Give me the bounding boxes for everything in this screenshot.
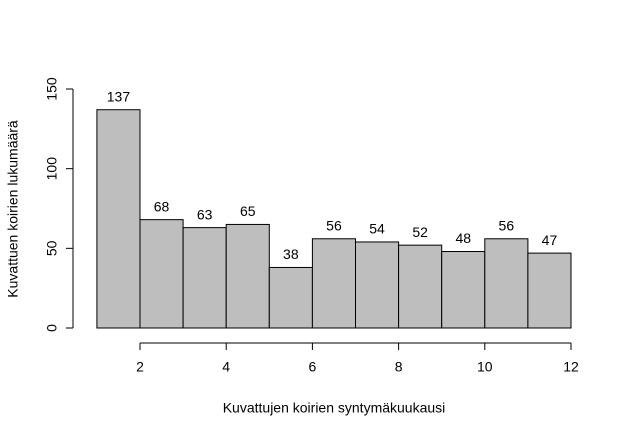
bar xyxy=(484,238,529,329)
data-label: 63 xyxy=(197,206,213,222)
bar xyxy=(139,219,184,329)
bar xyxy=(96,109,141,329)
y-tick-label: 50 xyxy=(44,240,60,256)
data-label: 137 xyxy=(107,88,131,104)
y-tick-label: 0 xyxy=(44,324,60,332)
x-tick-label: 6 xyxy=(309,359,317,375)
bar xyxy=(225,223,270,329)
data-label: 47 xyxy=(542,232,558,248)
y-tick-label: 150 xyxy=(44,77,60,101)
x-tick-label: 4 xyxy=(222,359,230,375)
bar xyxy=(398,244,443,329)
data-label: 52 xyxy=(412,224,428,240)
x-axis-label: Kuvattujen koirien syntymäkuukausi xyxy=(223,400,446,416)
data-label: 48 xyxy=(455,230,471,246)
y-tick-label: 100 xyxy=(44,157,60,181)
x-tick-label: 8 xyxy=(395,359,403,375)
bar xyxy=(268,266,313,329)
data-label: 56 xyxy=(499,217,515,233)
x-tick-label: 10 xyxy=(477,359,493,375)
data-label: 56 xyxy=(326,217,342,233)
bar xyxy=(527,252,572,329)
data-label: 65 xyxy=(240,203,256,219)
y-axis-label: Kuvattuen koirien lukumäärä xyxy=(5,120,21,298)
data-label: 68 xyxy=(154,198,170,214)
data-label: 54 xyxy=(369,221,385,237)
data-label: 38 xyxy=(283,246,299,262)
bar xyxy=(441,251,486,329)
x-tick-label: 2 xyxy=(136,359,144,375)
bar xyxy=(355,241,400,329)
bar xyxy=(182,227,227,329)
bar xyxy=(311,238,356,329)
x-tick-label: 12 xyxy=(563,359,579,375)
